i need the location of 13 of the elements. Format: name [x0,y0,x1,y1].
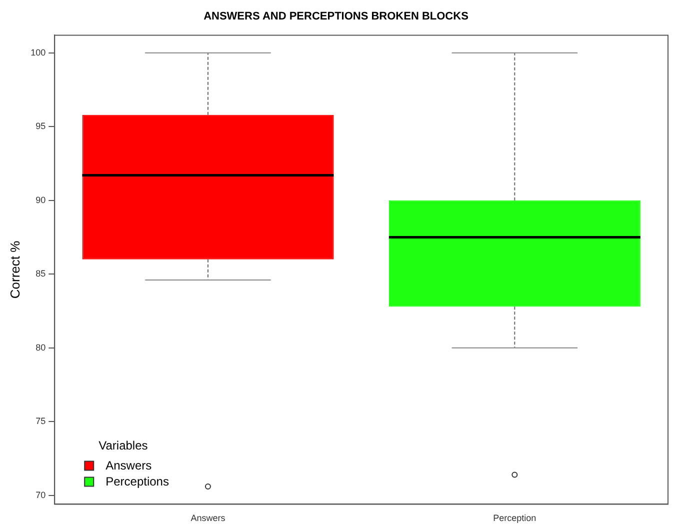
y-tick-label: 75 [36,416,46,426]
legend-label: Answers [106,458,152,473]
y-tick-label: 100 [30,47,46,58]
y-tick-label: 90 [36,194,46,205]
y-tick-label: 85 [36,268,46,279]
y-tick-label: 80 [36,342,46,352]
x-tick-label: Perception [493,513,536,524]
y-axis-title: Correct % [7,240,22,299]
y-tick-label: 70 [36,490,46,500]
chart-title: ANSWERS AND PERCEPTIONS BROKEN BLOCKS [204,10,468,23]
legend-title: Variables [98,438,148,453]
y-tick-label: 95 [36,121,46,132]
legend-label: Perceptions [106,474,169,489]
